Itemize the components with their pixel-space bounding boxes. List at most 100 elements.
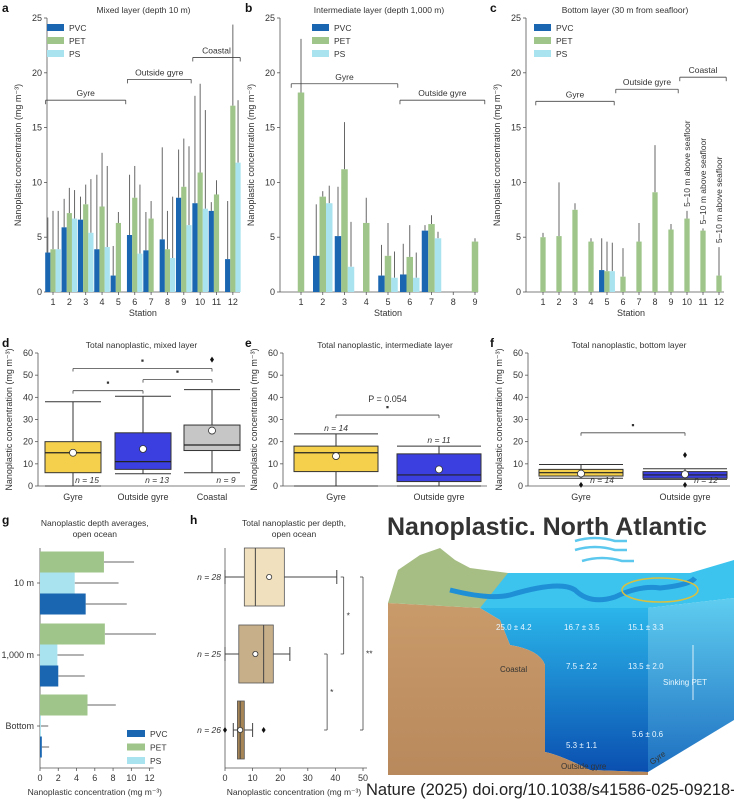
bar-pvc xyxy=(400,274,407,292)
group-label: Outside gyre xyxy=(418,88,466,98)
bar-pet xyxy=(40,623,105,645)
y-tick-label: 10 xyxy=(32,177,42,187)
x-tick-label: 9 xyxy=(181,297,186,307)
bar-pet xyxy=(132,197,138,292)
bar-pet xyxy=(636,241,642,292)
bar-pet xyxy=(556,236,562,292)
x-tick-label: 9 xyxy=(668,297,673,307)
station-annotation: 5–10 m above seafloor xyxy=(698,138,708,225)
bar-pet xyxy=(363,222,370,292)
y-tick-label: 0 xyxy=(516,287,521,297)
box-gyre: Gyre n = 15 xyxy=(44,401,102,502)
legend-label: PET xyxy=(556,36,573,46)
legend-swatch-pet xyxy=(534,37,551,44)
bar-pvc xyxy=(176,197,182,292)
x-tick-label: 4 xyxy=(588,297,593,307)
chart-title: open ocean xyxy=(73,529,118,539)
bar-pet xyxy=(50,249,56,292)
ocean-front-face xyxy=(480,608,648,772)
bar-pet xyxy=(684,218,690,292)
legend-swatch-ps xyxy=(127,757,145,764)
y-tick-label: 15 xyxy=(32,123,42,133)
y-tick-label: 0 xyxy=(270,287,275,297)
significance-marker: ** xyxy=(366,649,373,659)
y-tick-label: 30 xyxy=(268,415,278,425)
bar-pvc xyxy=(378,275,385,292)
bar-pet xyxy=(540,237,546,292)
y-tick-label: 10 xyxy=(511,177,521,187)
y-tick-label: 60 xyxy=(268,348,278,358)
panel-g: 0 2 4 6 8 10 12 Nanoplastic concentration (mg m… xyxy=(1,513,167,797)
legend-label: PVC xyxy=(150,729,167,739)
x-tick-label: 3 xyxy=(83,297,88,307)
bar-pet xyxy=(148,218,154,292)
bar-pvc xyxy=(45,252,51,292)
n-label: n = 15 xyxy=(75,475,99,485)
y-tick-label: 15 xyxy=(265,123,275,133)
value-outside-surface: 16.7 ± 3.5 xyxy=(564,623,600,632)
panel-letter: b xyxy=(245,1,252,15)
n-label: n = 14 xyxy=(590,475,614,485)
bar-pvc xyxy=(599,270,605,292)
x-tick-label: 10 xyxy=(682,297,692,307)
legend-swatch-ps xyxy=(312,50,329,57)
x-tick-label: 12 xyxy=(228,297,238,307)
mean-marker xyxy=(237,727,244,734)
significance-bracket: * xyxy=(340,576,351,655)
group-bracket: Coastal xyxy=(679,65,727,82)
significance-marker: * xyxy=(330,687,334,697)
bar-pvc xyxy=(421,230,429,292)
significance-marker: ▪ xyxy=(631,420,634,430)
significance-bracket: * xyxy=(324,653,334,731)
bar-pet xyxy=(700,230,706,292)
significance-marker: * xyxy=(347,611,351,621)
y-tick-label: 5 xyxy=(37,232,42,242)
panel-letter: h xyxy=(190,513,197,527)
legend-label: PVC xyxy=(556,23,573,33)
bar-pvc xyxy=(94,249,100,292)
mean-marker xyxy=(577,469,585,478)
x-tick-label: 7 xyxy=(636,297,641,307)
n-label: n = 14 xyxy=(324,423,348,433)
y-tick-label: 10 xyxy=(23,459,33,469)
x-tick-label: 12 xyxy=(145,773,155,783)
box-iqr xyxy=(243,547,285,607)
citation: Nature (2025) doi.org/10.1038/s41586-025… xyxy=(366,781,734,799)
y-tick-label: 5 xyxy=(516,232,521,242)
value-coastal-surface: 25.0 ± 4.2 xyxy=(496,623,532,632)
bar-pvc xyxy=(77,219,84,292)
value-gyre-mid: 13.5 ± 2.0 xyxy=(628,662,664,671)
y-tick-label: 30 xyxy=(513,415,523,425)
x-tick-label: 12 xyxy=(714,297,724,307)
outlier-marker xyxy=(579,481,583,488)
bar-ps xyxy=(326,203,333,292)
x-tick-label: 10 xyxy=(126,773,136,783)
x-tick-label: 0 xyxy=(222,773,227,783)
bar-ps xyxy=(71,218,78,292)
bar-pet xyxy=(181,186,187,292)
n-label: n = 28 xyxy=(197,572,221,582)
bar-pet xyxy=(115,222,121,292)
x-tick-label: 2 xyxy=(320,297,325,307)
y-tick-label: 20 xyxy=(511,68,521,78)
legend-label: PET xyxy=(334,36,351,46)
y-tick-label: 20 xyxy=(513,437,523,447)
x-tick-label: 8 xyxy=(111,773,116,783)
bar-pet xyxy=(428,224,435,292)
y-tick-label: 50 xyxy=(23,370,33,380)
legend-label: PVC xyxy=(334,23,351,33)
y-tick-label: 10 xyxy=(513,459,523,469)
x-tick-label: Gyre xyxy=(571,492,591,502)
significance-marker: ▪ xyxy=(386,402,389,412)
ocean-illustration: Nanoplastic. North Atlantic 25.0 ± 4.2 1… xyxy=(366,513,734,799)
x-axis-label: Nanoplastic concentration (mg m⁻³) xyxy=(227,787,362,797)
legend-swatch-pvc xyxy=(534,24,551,31)
bar-ps xyxy=(88,232,94,292)
x-tick-label: 11 xyxy=(698,297,707,307)
box-row: n = 25 xyxy=(197,624,291,684)
group-bracket: Gyre xyxy=(45,88,127,105)
x-tick-label: Coastal xyxy=(197,492,228,502)
bar-ps xyxy=(202,208,208,292)
x-tick-label: 5 xyxy=(604,297,609,307)
bar-pvc xyxy=(225,259,231,292)
